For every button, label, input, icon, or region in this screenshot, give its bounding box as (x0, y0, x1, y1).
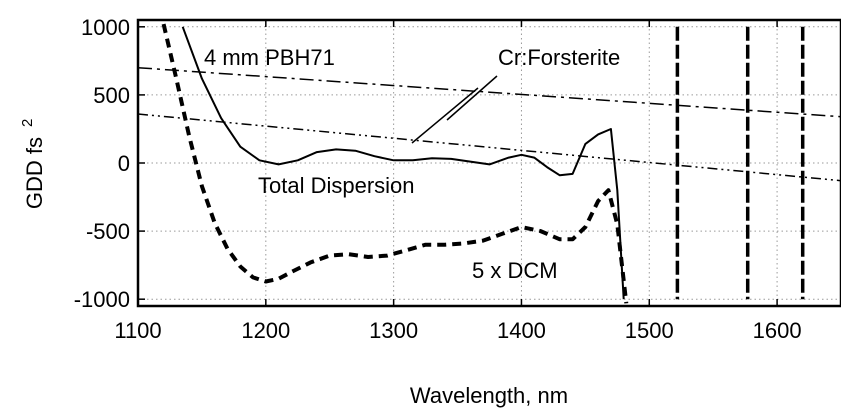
y-tick-label: -500 (86, 219, 130, 244)
series-cr-forsterite (137, 113, 841, 182)
annotation-leaders (411, 75, 498, 144)
x-tick-label: 1600 (753, 318, 802, 343)
dcm-label: 5 x DCM (472, 258, 558, 283)
y-tick-label: 0 (118, 151, 130, 176)
x-axis-title: Wavelength, nm (410, 383, 568, 408)
y-tick-label: -1000 (74, 287, 130, 312)
total-dispersion-label: Total Dispersion (258, 173, 415, 198)
series-4-mm-pbh71 (137, 66, 841, 118)
forsterite-leader (411, 87, 479, 144)
x-tick-label: 1200 (241, 318, 290, 343)
y-tick-label: 500 (93, 83, 130, 108)
pbh71-label: 4 mm PBH71 (204, 45, 335, 70)
y-axis-title: GDD fs (22, 137, 47, 209)
series-layer (137, 23, 841, 304)
y-axis-title-superscript: 2 (19, 119, 36, 127)
forsterite-label: Cr:Forsterite (498, 45, 620, 70)
x-tick-label: 1100 (114, 318, 161, 343)
y-tick-label: 1000 (81, 15, 130, 40)
grid (138, 20, 841, 306)
x-tick-label: 1400 (497, 318, 546, 343)
series-total-dispersion (181, 26, 625, 300)
x-tick-label: 1500 (625, 318, 674, 343)
tick-labels: 1100 1200 1300 1400 1500 1600 1000 500 0 -500 -100… (74, 15, 802, 343)
ticks (137, 20, 778, 306)
y-axis-title-group: GDD fs 2 (19, 119, 47, 209)
pbh71-leader (446, 75, 498, 121)
series-5-x-dcm (161, 23, 629, 304)
x-tick-label: 1300 (369, 318, 418, 343)
